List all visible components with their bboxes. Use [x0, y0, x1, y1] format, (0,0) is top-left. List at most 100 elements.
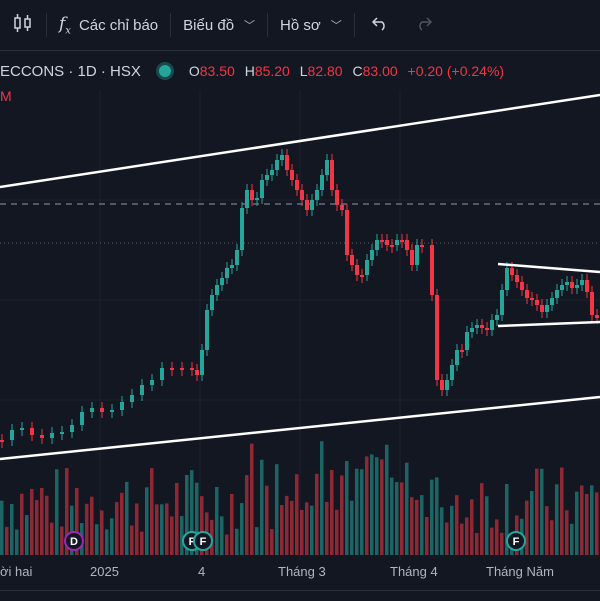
- volume-bar: [560, 467, 564, 555]
- candle-body: [150, 380, 154, 385]
- candle-body: [410, 250, 414, 265]
- candle-body: [445, 380, 449, 390]
- candle-body: [100, 408, 104, 412]
- candle-body: [385, 240, 389, 245]
- redo-button[interactable]: [405, 0, 443, 50]
- toolbar-divider: [353, 13, 355, 37]
- candle-body: [220, 278, 224, 285]
- candle-body: [340, 205, 344, 210]
- candle-body: [315, 190, 319, 200]
- volume-bar: [490, 527, 494, 555]
- volume-bar: [280, 505, 284, 555]
- candle-body: [505, 268, 509, 290]
- volume-bar: [380, 459, 384, 555]
- candle-body: [580, 280, 584, 285]
- candle-body: [280, 155, 284, 160]
- volume-bar: [115, 502, 119, 555]
- low-key: L: [299, 63, 308, 79]
- candle-body: [375, 240, 379, 250]
- volume-bar: [255, 527, 259, 555]
- candle-body: [245, 190, 249, 208]
- time-axis-label: 2025: [90, 564, 119, 579]
- candle-body: [430, 245, 434, 295]
- volume-bar: [75, 487, 79, 555]
- volume-bar: [260, 459, 264, 555]
- volume-bar: [365, 456, 369, 555]
- change-value: +0.20 (+0.24%): [407, 63, 505, 79]
- volume-bar: [120, 492, 124, 555]
- candle-body: [215, 285, 219, 295]
- profile-dropdown[interactable]: Hồ sơ ﹀: [268, 0, 354, 50]
- volume-bar: [375, 457, 379, 555]
- volume-bar: [230, 493, 234, 555]
- volume-bar: [555, 484, 559, 555]
- volume-label: M: [0, 88, 12, 104]
- candle-body: [80, 412, 84, 425]
- volume-bar: [315, 473, 319, 555]
- volume-bar: [430, 479, 434, 555]
- candle-body: [510, 268, 514, 275]
- undo-button[interactable]: [355, 0, 405, 50]
- chart-style-button[interactable]: [0, 0, 46, 50]
- volume-bar: [525, 500, 529, 555]
- dividend-marker-label: D: [70, 536, 78, 548]
- candle-body: [335, 190, 339, 205]
- time-axis-label: Tháng 3: [278, 564, 326, 579]
- candle-body: [420, 245, 424, 247]
- market-status-icon[interactable]: [158, 65, 171, 77]
- time-axis-label: 4: [198, 564, 206, 579]
- chart-type-label: Biểu đồ: [183, 16, 235, 34]
- volume-bar: [250, 443, 254, 555]
- candle-body: [480, 325, 484, 328]
- volume-bar: [450, 505, 454, 555]
- financial-marker-label: F: [513, 536, 520, 548]
- volume-bar: [165, 503, 169, 555]
- candle-body: [180, 368, 184, 370]
- volume-bar: [5, 526, 9, 555]
- volume-bar: [245, 475, 249, 555]
- candle-body: [210, 295, 214, 310]
- volume-bar: [500, 532, 504, 555]
- volume-bar: [270, 529, 274, 555]
- candle-body: [515, 275, 519, 282]
- indicators-button[interactable]: fx Các chỉ báo: [47, 0, 170, 50]
- candle-body: [110, 410, 114, 412]
- candle-body: [0, 440, 4, 442]
- volume-bar: [10, 503, 14, 555]
- symbol-title[interactable]: ECCONS · 1D · HSX: [0, 62, 141, 80]
- financial-marker-circle: [506, 531, 526, 551]
- candle-body: [355, 265, 359, 275]
- candle-body: [350, 255, 354, 265]
- candle-body: [500, 290, 504, 315]
- volume-bar: [420, 495, 424, 555]
- volume-bar: [480, 483, 484, 555]
- volume-bar: [145, 487, 149, 555]
- volume-bar: [25, 515, 29, 555]
- candle-body: [495, 315, 499, 320]
- volume-bar: [300, 509, 304, 555]
- volume-bar: [460, 523, 464, 555]
- candle-body: [265, 175, 269, 180]
- candle-body: [400, 240, 404, 242]
- volume-bar: [275, 464, 279, 555]
- indicators-label: Các chỉ báo: [78, 16, 159, 34]
- volume-bar: [180, 516, 184, 555]
- candle-body: [365, 260, 369, 275]
- volume-bar: [535, 468, 539, 555]
- candle-body: [60, 432, 64, 434]
- candle-body: [435, 295, 439, 380]
- redo-icon: [415, 15, 433, 35]
- top-toolbar: fx Các chỉ báo Biểu đồ ﹀ Hồ sơ ﹀: [0, 0, 600, 51]
- volume-bar: [45, 495, 49, 555]
- candle-body: [490, 320, 494, 330]
- candle-body: [330, 160, 334, 190]
- volume-bar: [485, 496, 489, 555]
- lower-trendline: [0, 395, 600, 461]
- volume-bar: [70, 505, 74, 555]
- chart-type-dropdown[interactable]: Biểu đồ ﹀: [171, 0, 267, 50]
- candle-body: [455, 350, 459, 365]
- time-axis-label: ời hai: [0, 564, 33, 579]
- volume-bar: [125, 481, 129, 555]
- candle-body: [405, 240, 409, 250]
